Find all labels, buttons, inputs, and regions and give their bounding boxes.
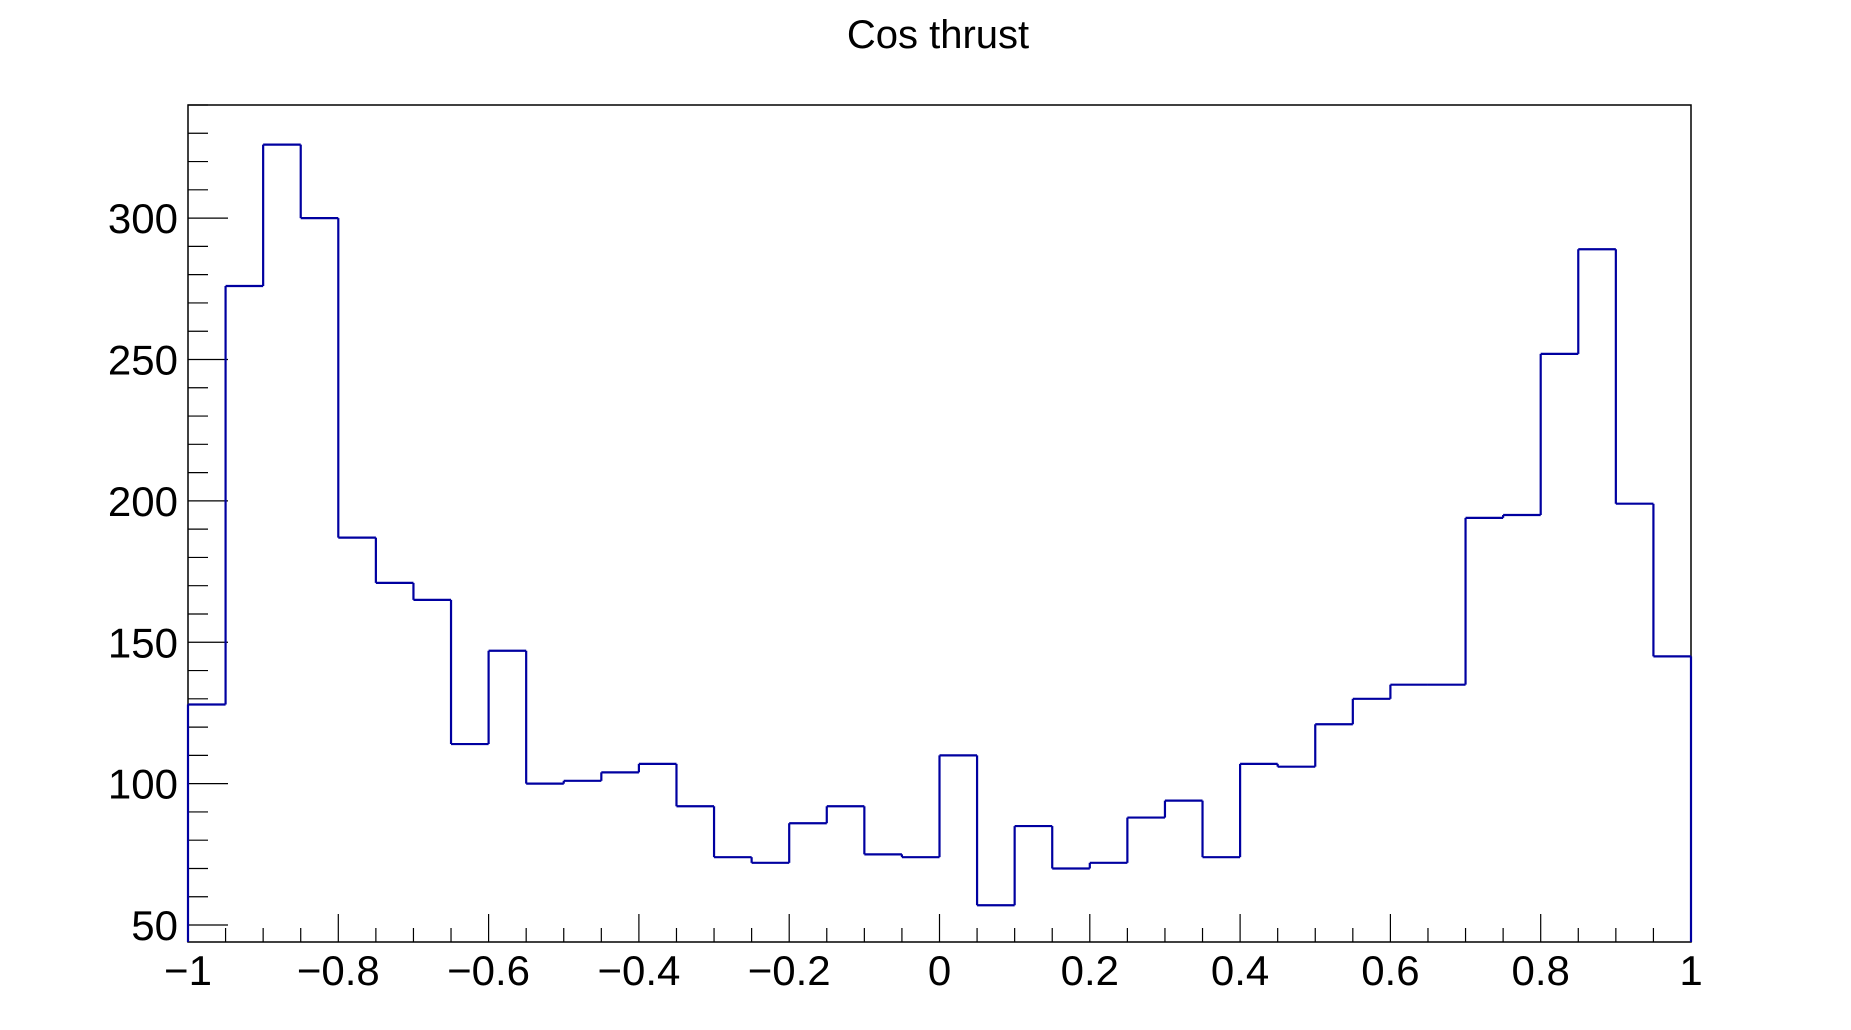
x-tick-label: −0.8 <box>297 947 380 994</box>
y-tick-label: 150 <box>108 619 178 666</box>
chart-title: Cos thrust <box>847 13 1029 57</box>
x-axis: −1 −0.8 −0.6 −0.4 −0.2 0 0.2 0.4 0.6 0.8 1 <box>164 914 1703 994</box>
y-tick-label: 250 <box>108 336 178 383</box>
y-tick-label: 300 <box>108 195 178 242</box>
x-tick-label: 0.4 <box>1211 947 1269 994</box>
x-tick-label: 0.8 <box>1512 947 1570 994</box>
y-tick-label: 100 <box>108 761 178 808</box>
y-tick-label: 50 <box>131 902 178 949</box>
x-tick-label: 1 <box>1679 947 1702 994</box>
x-tick-label: −0.4 <box>597 947 680 994</box>
x-tick-label: −1 <box>164 947 212 994</box>
x-tick-label: 0.2 <box>1061 947 1119 994</box>
x-tick-label: −0.6 <box>447 947 530 994</box>
y-tick-label: 200 <box>108 478 178 525</box>
x-tick-label: 0.6 <box>1361 947 1419 994</box>
x-tick-label: −0.2 <box>748 947 831 994</box>
x-tick-label: 0 <box>928 947 951 994</box>
y-axis: 50 100 150 200 250 300 <box>108 104 228 949</box>
histogram <box>186 143 1693 942</box>
